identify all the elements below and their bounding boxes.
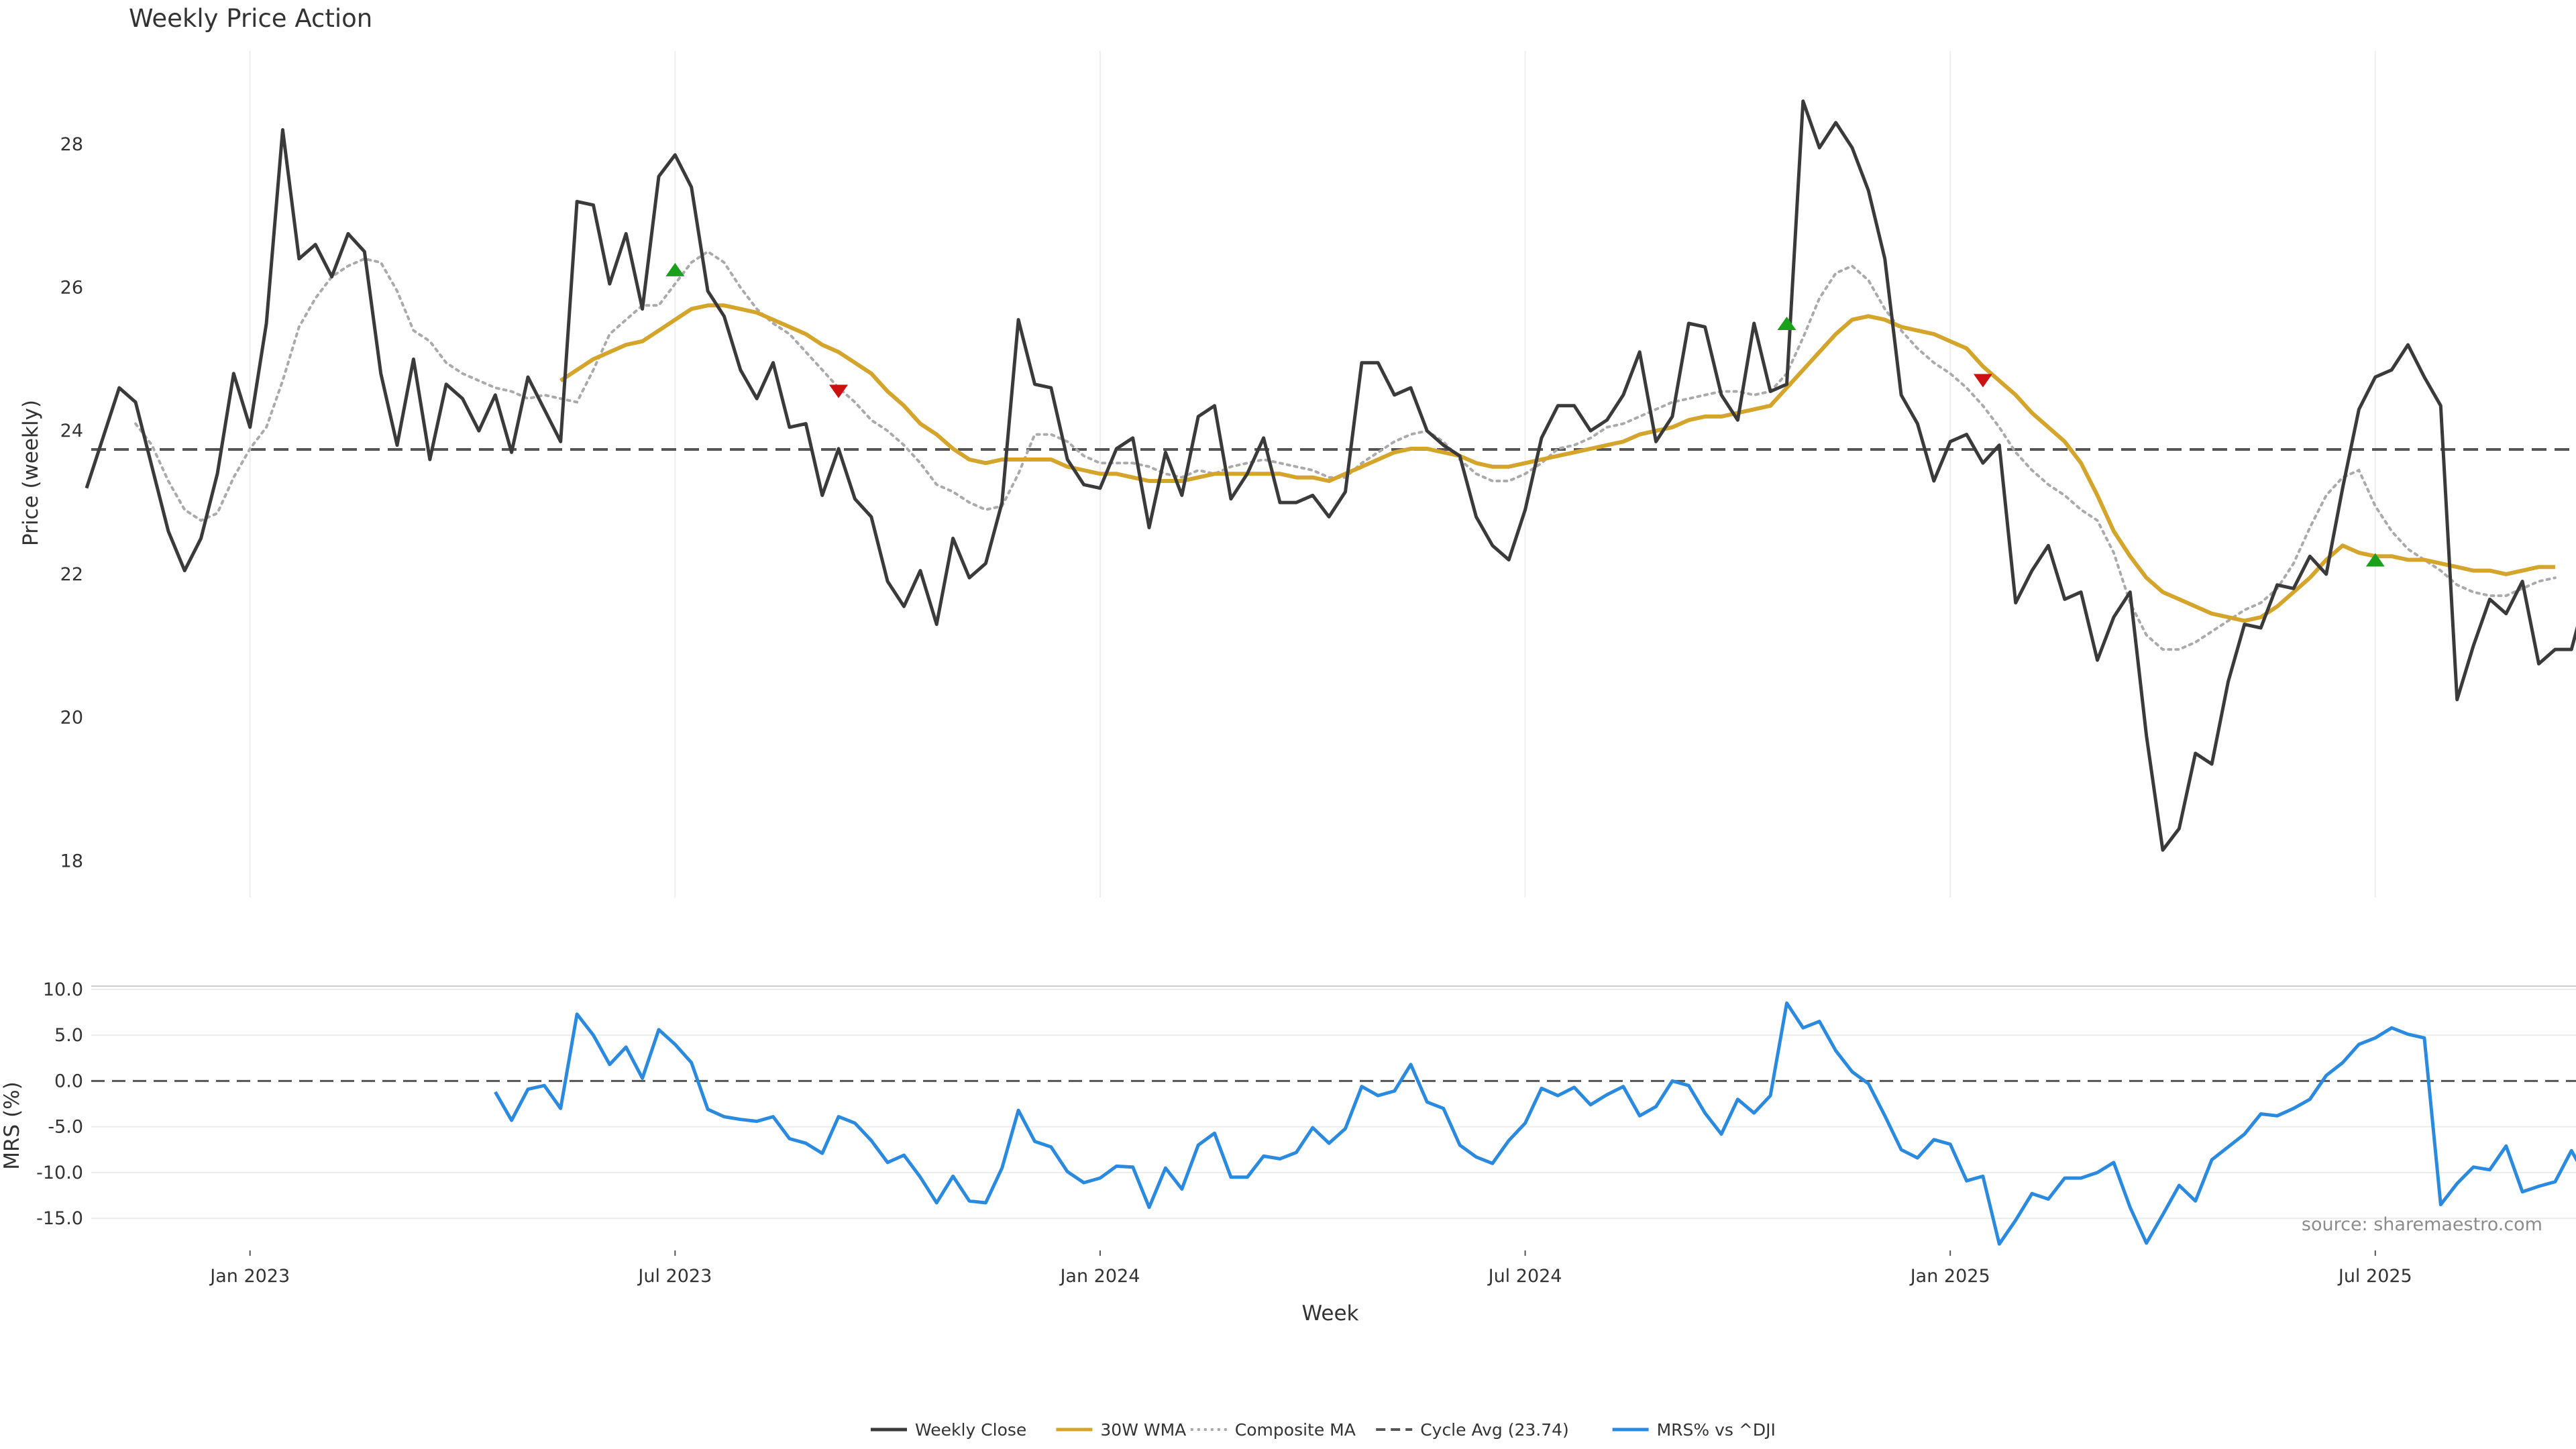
- chart-title: Weekly Price Action: [129, 4, 372, 33]
- mrs-y-tick-label: -15.0: [36, 1208, 83, 1229]
- mrs-y-tick-label: 10.0: [43, 979, 83, 1000]
- legend-label: Cycle Avg (23.74): [1420, 1420, 1569, 1440]
- price-y-axis-label: Price (weekly): [19, 400, 43, 546]
- mrs-line: [494, 1001, 2576, 1246]
- mrs-y-axis-label: MRS (%): [0, 1081, 24, 1169]
- wma-30w-line: [559, 303, 2555, 623]
- price-y-tick-label: 22: [60, 564, 83, 585]
- signal-markers: [665, 262, 2385, 567]
- mrs-y-ticks: 10.0 5.0 0.0 -5.0 -10.0 -15.0: [36, 979, 83, 1229]
- x-tick-label: Jan 2025: [1909, 1266, 1990, 1287]
- mrs-y-tick-label: 0.0: [54, 1071, 83, 1091]
- price-y-ticks: 18 20 22 24 26 28: [60, 134, 83, 871]
- price-y-tick-label: 24: [60, 421, 83, 441]
- price-y-tick-label: 18: [60, 851, 83, 871]
- x-axis-label: Week: [1302, 1301, 1359, 1326]
- chart-legend: Weekly Close 30W WMA Composite MA Cycle Avg…: [871, 1420, 1776, 1440]
- mrs-y-tick-label: 5.0: [54, 1025, 83, 1046]
- sell-signal-marker: [829, 384, 849, 398]
- legend-label: Weekly Close: [915, 1420, 1026, 1440]
- sell-signal-marker: [1973, 374, 1992, 388]
- price-y-tick-label: 20: [60, 708, 83, 729]
- source-note: source: sharemaestro.com: [2302, 1214, 2542, 1235]
- buy-signal-marker: [2365, 553, 2385, 567]
- x-tick-label: Jul 2023: [637, 1266, 712, 1287]
- x-tick-label: Jul 2024: [1487, 1266, 1562, 1287]
- legend-label: MRS% vs ^DJI: [1657, 1420, 1776, 1440]
- mrs-y-tick-label: -10.0: [36, 1163, 83, 1183]
- buy-signal-marker: [1777, 316, 1796, 330]
- x-tick-label: Jan 2024: [1059, 1266, 1140, 1287]
- x-tick-label: Jul 2025: [2337, 1266, 2412, 1287]
- legend-label: Composite MA: [1235, 1420, 1356, 1440]
- price-y-tick-label: 26: [60, 278, 83, 299]
- weekly-close-line: [85, 99, 2576, 852]
- x-axis-ticks: Jan 2023 Jul 2023 Jan 2024 Jul 2024 Jan 2025…: [209, 1250, 2412, 1287]
- x-tick-label: Jan 2023: [209, 1266, 290, 1287]
- mrs-y-tick-label: -5.0: [48, 1117, 83, 1138]
- buy-signal-marker: [665, 262, 685, 276]
- legend-label: 30W WMA: [1100, 1420, 1186, 1440]
- price-y-tick-label: 28: [60, 134, 83, 155]
